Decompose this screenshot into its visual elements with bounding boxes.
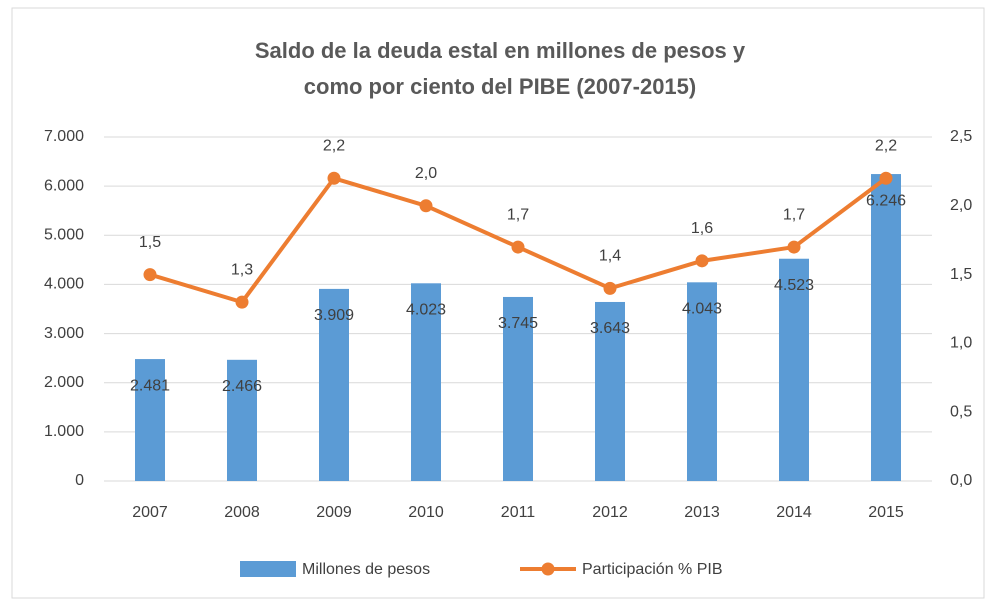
- legend-swatch: [240, 561, 296, 577]
- data-label: 1,7: [507, 206, 529, 223]
- line-marker: [511, 240, 525, 254]
- y-tick-label: 4.000: [44, 276, 84, 293]
- bar: [687, 282, 717, 481]
- line-marker: [419, 199, 433, 213]
- x-tick-label: 2010: [408, 504, 444, 521]
- y2-tick-label: 2,5: [950, 128, 972, 145]
- bar: [411, 283, 441, 481]
- chart-frame: [11, 7, 985, 599]
- line-marker: [235, 295, 249, 309]
- data-label: 1,7: [783, 206, 805, 223]
- y-tick-label: 7.000: [44, 128, 84, 145]
- y2-tick-label: 1,5: [950, 266, 972, 283]
- data-label: 2.466: [222, 378, 262, 395]
- chart-title: Saldo de la deuda estal en millones de p…: [255, 38, 746, 63]
- y-tick-label: 5.000: [44, 227, 84, 244]
- y-tick-label: 3.000: [44, 325, 84, 342]
- data-label: 1,6: [691, 220, 713, 237]
- y2-tick-label: 0,5: [950, 403, 972, 420]
- bar: [595, 301, 625, 481]
- data-label: 4.523: [774, 277, 814, 294]
- data-label: 3.909: [314, 307, 354, 324]
- line-marker: [327, 171, 341, 185]
- x-tick-label: 2008: [224, 504, 260, 521]
- data-label: 2,2: [875, 137, 897, 154]
- x-tick-label: 2013: [684, 504, 720, 521]
- chart-title: como por ciento del PIBE (2007-2015): [304, 74, 696, 99]
- data-label: 1,4: [599, 248, 621, 265]
- bar: [227, 359, 257, 481]
- bar: [319, 288, 349, 481]
- y-tick-label: 2.000: [44, 374, 84, 391]
- y2-tick-label: 1,0: [950, 335, 972, 352]
- data-label: 1,5: [139, 234, 161, 251]
- y-tick-label: 1.000: [44, 423, 84, 440]
- x-tick-label: 2015: [868, 504, 904, 521]
- legend-label: Millones de pesos: [302, 561, 430, 578]
- line-marker: [695, 254, 709, 268]
- data-label: 6.246: [866, 192, 906, 209]
- data-label: 2,2: [323, 137, 345, 154]
- y-tick-label: 0: [75, 472, 84, 489]
- data-label: 3.745: [498, 315, 538, 332]
- x-tick-label: 2012: [592, 504, 628, 521]
- y-tick-label: 6.000: [44, 177, 84, 194]
- data-label: 2,0: [415, 165, 437, 182]
- x-tick-label: 2007: [132, 504, 168, 521]
- data-label: 3.643: [590, 320, 630, 337]
- legend-label: Participación % PIB: [582, 561, 723, 578]
- bar: [135, 359, 165, 481]
- bar: [503, 296, 533, 481]
- x-tick-label: 2011: [501, 504, 536, 521]
- x-tick-label: 2014: [776, 504, 812, 521]
- x-tick-label: 2009: [316, 504, 352, 521]
- line-marker: [603, 281, 617, 295]
- y2-tick-label: 0,0: [950, 472, 972, 489]
- bar: [871, 174, 901, 481]
- data-label: 4.023: [406, 302, 446, 319]
- y2-tick-label: 2,0: [950, 197, 972, 214]
- data-label: 4.043: [682, 301, 722, 318]
- bar: [779, 258, 809, 481]
- line-marker: [143, 268, 157, 282]
- legend-swatch: [541, 562, 555, 576]
- data-label: 1,3: [231, 261, 253, 278]
- data-label: 2.481: [130, 377, 170, 394]
- line-marker: [787, 240, 801, 254]
- line-marker: [879, 171, 893, 185]
